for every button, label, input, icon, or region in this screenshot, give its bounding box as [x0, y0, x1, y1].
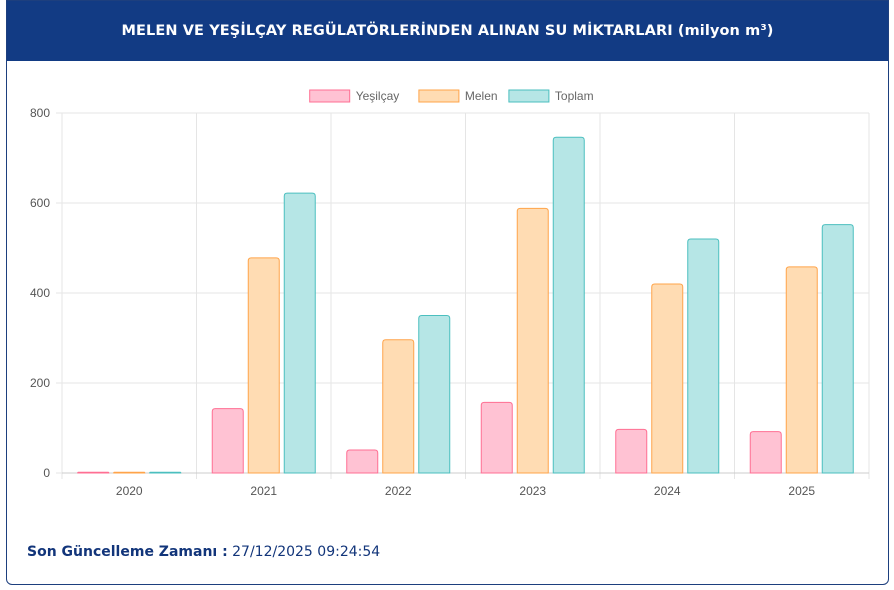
- bar-melen-2023: [516, 207, 549, 474]
- legend-label: Toplam: [555, 89, 594, 103]
- y-tick-label: 600: [30, 196, 50, 210]
- bar-chart: 0 200 400 600 800 2020 2021 2022 2023 2024 2025 Yeş…: [30, 89, 870, 498]
- bar-yeilay-2022: [346, 449, 379, 474]
- bar-yeilay-2024: [615, 428, 648, 474]
- legend-label: Yeşilçay: [356, 89, 400, 103]
- x-tick-label: 2025: [788, 484, 815, 498]
- last-updated-label: Son Güncelleme Zamanı :: [27, 544, 228, 560]
- card-header: MELEN VE YEŞİLÇAY REGÜLATÖRLERİNDEN ALIN…: [7, 1, 888, 61]
- x-tick-label: 2024: [654, 484, 681, 498]
- x-tick-label: 2023: [519, 484, 546, 498]
- chart-card: MELEN VE YEŞİLÇAY REGÜLATÖRLERİNDEN ALIN…: [6, 0, 889, 585]
- bar-yeilay-2020: [77, 471, 110, 474]
- bar-toplam-2025: [821, 224, 854, 474]
- bar-toplam-2023: [552, 136, 585, 474]
- x-tick-label: 2020: [116, 484, 143, 498]
- last-updated: Son Güncelleme Zamanı : 27/12/2025 09:24…: [27, 544, 380, 560]
- bar-melen-2020: [113, 471, 146, 474]
- bar-yeilay-2021: [211, 408, 244, 474]
- bar-melen-2025: [785, 266, 818, 474]
- bar-yeilay-2023: [480, 401, 513, 474]
- bar-yeilay-2025: [749, 431, 782, 474]
- y-tick-label: 200: [30, 376, 50, 390]
- legend-swatch: [418, 89, 460, 103]
- y-tick-label: 800: [30, 106, 50, 120]
- bar-melen-2024: [651, 283, 684, 474]
- x-tick-label: 2022: [385, 484, 412, 498]
- legend-swatch: [508, 89, 550, 103]
- x-tick-label: 2021: [250, 484, 277, 498]
- bar-melen-2021: [247, 257, 280, 474]
- last-updated-value: 27/12/2025 09:24:54: [232, 544, 381, 560]
- bar-toplam-2021: [283, 192, 316, 474]
- legend-label: Melen: [465, 89, 498, 103]
- bar-toplam-2020: [149, 471, 182, 474]
- bar-melen-2022: [382, 339, 415, 474]
- y-tick-label: 0: [43, 466, 50, 480]
- legend-swatch: [309, 89, 351, 103]
- chart-title: MELEN VE YEŞİLÇAY REGÜLATÖRLERİNDEN ALIN…: [121, 23, 774, 39]
- y-tick-label: 400: [30, 286, 50, 300]
- bar-toplam-2022: [418, 315, 451, 474]
- bar-toplam-2024: [687, 238, 720, 474]
